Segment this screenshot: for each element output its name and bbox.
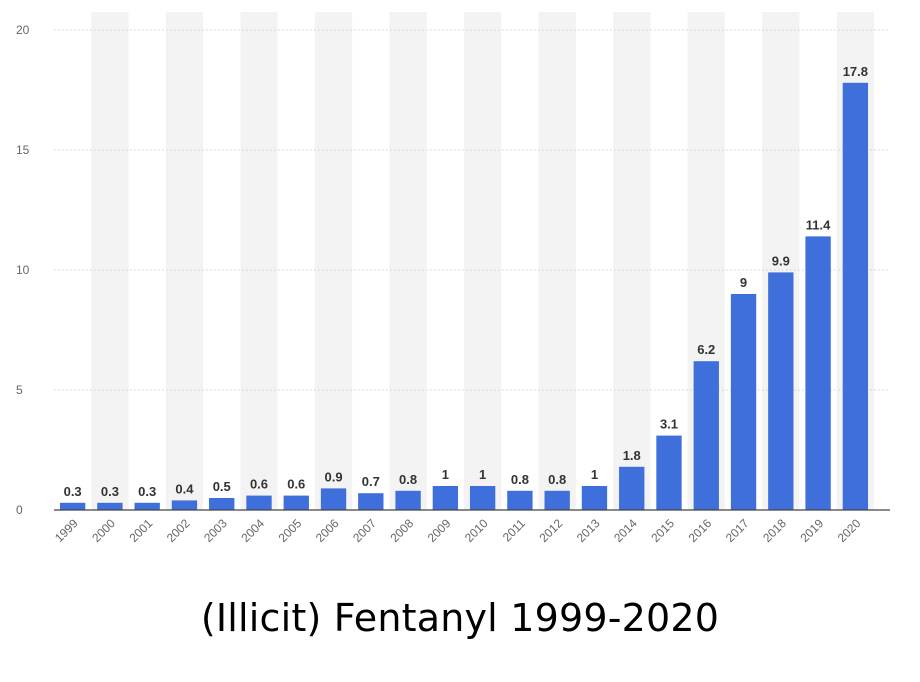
column-bands <box>91 12 874 510</box>
data-label: 0.8 <box>511 472 529 487</box>
bar <box>507 490 533 510</box>
bar-series <box>59 82 869 511</box>
y-tick-label: 20 <box>16 23 30 37</box>
data-label: 1.8 <box>623 448 641 463</box>
y-tick-label: 15 <box>16 143 30 157</box>
bar <box>768 272 794 510</box>
x-tick-label: 2004 <box>238 516 267 545</box>
data-label: 0.3 <box>138 484 156 499</box>
data-label: 1 <box>479 467 486 482</box>
data-label: 0.6 <box>250 477 268 492</box>
data-label: 9 <box>740 275 747 290</box>
bar <box>469 486 496 510</box>
data-label: 17.8 <box>843 64 868 79</box>
column-band <box>464 12 502 510</box>
y-tick-label: 5 <box>16 383 23 397</box>
x-tick-label: 2014 <box>611 516 640 545</box>
x-tick-label: 2001 <box>127 516 156 545</box>
bar <box>134 502 160 510</box>
y-tick-label: 0 <box>16 503 23 517</box>
bar <box>656 435 682 510</box>
data-labels: 0.3 0.3 0.3 0.4 0.5 0.6 0.6 0.9 0.7 0.8 1 1 0.8 0.8 11… <box>64 64 868 499</box>
x-tick-label: 2000 <box>89 516 118 545</box>
column-band <box>389 12 427 510</box>
bar <box>544 490 570 510</box>
bar <box>581 486 608 510</box>
bar <box>693 361 719 510</box>
data-label: 0.8 <box>548 472 566 487</box>
x-tick-label: 2007 <box>350 516 379 545</box>
x-tick-label: 2012 <box>537 516 566 545</box>
bar <box>432 486 459 510</box>
data-label: 0.4 <box>175 481 194 496</box>
bar <box>619 466 645 510</box>
x-tick-label: 2011 <box>500 516 528 544</box>
data-label: 0.7 <box>362 474 380 489</box>
bar <box>246 495 272 510</box>
data-label: 0.5 <box>213 479 231 494</box>
bar <box>209 498 235 510</box>
column-band <box>314 12 353 510</box>
data-label: 0.3 <box>101 484 119 499</box>
bar <box>59 502 86 510</box>
bar <box>730 294 757 510</box>
x-tick-label: 2018 <box>760 516 789 545</box>
x-axis: 1999 2000 2001 2002 2003 2004 2005 2006 2007 2008… <box>52 509 890 545</box>
data-label: 6.2 <box>697 342 715 357</box>
x-tick-label: 1999 <box>52 516 81 545</box>
bar <box>395 490 421 510</box>
bar <box>358 493 384 510</box>
x-tick-label: 2017 <box>723 516 752 545</box>
bar <box>805 236 831 510</box>
x-tick-label: 2008 <box>387 516 416 545</box>
x-tick-label: 2020 <box>835 516 864 545</box>
x-tick-label: 2006 <box>313 516 342 545</box>
chart-caption: (Illicit) Fentanyl 1999-2020 <box>200 596 720 640</box>
x-tick-label: 2005 <box>276 516 305 545</box>
data-label: 0.6 <box>287 477 305 492</box>
x-tick-label: 2013 <box>574 516 603 545</box>
column-band <box>91 12 129 510</box>
bar <box>283 495 309 510</box>
column-band <box>165 12 204 510</box>
column-band <box>240 12 278 510</box>
x-tick-label: 2010 <box>462 516 491 545</box>
data-label: 1 <box>442 467 449 482</box>
x-tick-label: 2003 <box>201 516 230 545</box>
bar <box>97 502 123 510</box>
data-label: 0.8 <box>399 472 417 487</box>
data-label: 3.1 <box>660 417 678 432</box>
data-label: 9.9 <box>772 253 790 268</box>
x-tick-label: 2015 <box>648 516 677 545</box>
column-band <box>538 12 576 510</box>
x-tick-label: 2016 <box>686 516 715 545</box>
y-axis: 0 5 10 15 20 <box>16 23 30 517</box>
y-tick-label: 10 <box>16 263 30 277</box>
x-tick-label: 2002 <box>164 516 193 545</box>
data-label: 0.9 <box>325 469 343 484</box>
bar <box>320 488 347 510</box>
fentanyl-bar-chart: 0 5 10 15 20 0.3 0.3 0.3 0.4 0.5 0.6 0.6 0.9 0.7 0.8 1… <box>16 12 890 545</box>
bar <box>842 82 869 511</box>
x-tick-label: 2009 <box>425 516 454 545</box>
x-tick-label: 2019 <box>797 516 826 545</box>
column-band <box>613 12 651 510</box>
bar <box>171 500 198 510</box>
data-label: 1 <box>591 467 598 482</box>
data-label: 11.4 <box>806 217 831 232</box>
data-label: 0.3 <box>64 484 82 499</box>
